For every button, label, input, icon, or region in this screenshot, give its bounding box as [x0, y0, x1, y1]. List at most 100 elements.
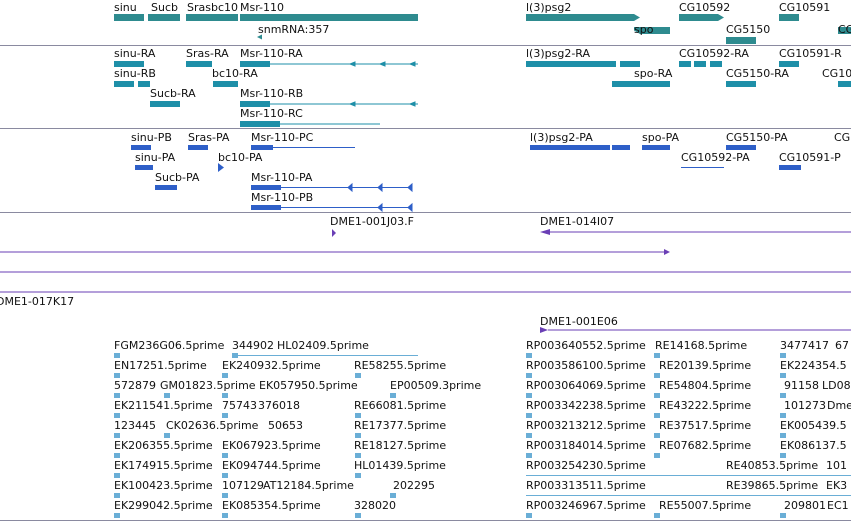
est-label[interactable]: 107129: [222, 479, 264, 492]
est-label[interactable]: HL01439.5prime: [354, 459, 446, 472]
est-label[interactable]: EN17251.5prime: [114, 359, 207, 372]
transcript-label[interactable]: Msr-110-RB: [240, 87, 304, 100]
est-label[interactable]: EK085354.5prime: [222, 499, 321, 512]
est-label[interactable]: RE14168.5prime: [655, 339, 748, 352]
est-label[interactable]: 3477417: [780, 339, 829, 352]
transcript-label[interactable]: spo-RA: [634, 67, 673, 80]
est-label[interactable]: RE17377.5prime: [354, 419, 447, 432]
est-label[interactable]: RP003313511.5prime: [526, 479, 646, 492]
est-label[interactable]: EK174915.5prime: [114, 459, 213, 472]
est-label[interactable]: EK094744.5prime: [222, 459, 321, 472]
est-label[interactable]: EK100423.5prime: [114, 479, 213, 492]
est-label[interactable]: EK057950.5prime: [259, 379, 358, 392]
transcript-label[interactable]: l(3)psg2-RA: [526, 47, 591, 60]
est-label[interactable]: EK240932.5prime: [222, 359, 321, 372]
protein-label[interactable]: CG5150-PA: [726, 131, 788, 144]
gene-label[interactable]: Sucb: [151, 1, 178, 14]
est-label[interactable]: EK3: [826, 479, 848, 492]
est-label[interactable]: LD08: [822, 379, 851, 392]
protein-label[interactable]: sinu-PA: [135, 151, 176, 164]
protein-label[interactable]: CG: [834, 131, 851, 144]
est-label[interactable]: 101273: [784, 399, 826, 412]
est-label[interactable]: RE40853.5prime: [726, 459, 819, 472]
protein-label[interactable]: sinu-PB: [131, 131, 172, 144]
protein-label[interactable]: CG10591-P: [779, 151, 841, 164]
est-label[interactable]: EK206355.5prime: [114, 439, 213, 452]
est-label[interactable]: RE54804.5prime: [659, 379, 752, 392]
transcript-label[interactable]: sinu-RA: [114, 47, 156, 60]
transcript-label[interactable]: Sucb-RA: [150, 87, 196, 100]
protein-label[interactable]: l(3)psg2-PA: [530, 131, 593, 144]
est-label[interactable]: RE39865.5prime: [726, 479, 819, 492]
protein-label[interactable]: CG10592-PA: [681, 151, 750, 164]
est-label[interactable]: EK005439.5: [780, 419, 847, 432]
transcript-label[interactable]: Sras-RA: [186, 47, 229, 60]
gene-label[interactable]: CG10: [838, 23, 851, 36]
est-label[interactable]: EK224354.5: [780, 359, 847, 372]
protein-label[interactable]: Msr-110-PA: [251, 171, 313, 184]
gene-label[interactable]: sinu: [114, 1, 137, 14]
est-label[interactable]: RE43222.5prime: [659, 399, 752, 412]
transcript-label[interactable]: bc10-RA: [212, 67, 258, 80]
est-label[interactable]: RP003213212.5prime: [526, 419, 646, 432]
est-label[interactable]: 328020: [354, 499, 396, 512]
est-label[interactable]: RP003246967.5prime: [526, 499, 646, 512]
protein-label[interactable]: Sras-PA: [188, 131, 230, 144]
est-label[interactable]: EK211541.5prime: [114, 399, 213, 412]
est-label[interactable]: 376018: [258, 399, 300, 412]
est-label[interactable]: CK02636.5prime: [166, 419, 259, 432]
est-label[interactable]: 344902: [232, 339, 274, 352]
est-label[interactable]: 209801: [784, 499, 826, 512]
est-label[interactable]: 67: [835, 339, 849, 352]
est-label[interactable]: 91158: [784, 379, 819, 392]
gene-label[interactable]: spo: [634, 23, 654, 36]
est-label[interactable]: EK086137.5: [780, 439, 847, 452]
est-label[interactable]: RE07682.5prime: [659, 439, 752, 452]
est-label[interactable]: RP003184014.5prime: [526, 439, 646, 452]
est-label[interactable]: RE37517.5prime: [659, 419, 752, 432]
est-label[interactable]: RP003640552.5prime: [526, 339, 646, 352]
est-label[interactable]: RP003342238.5prime: [526, 399, 646, 412]
clone-label[interactable]: DME1-014I07: [540, 215, 615, 228]
est-label[interactable]: RP003586100.5prime: [526, 359, 646, 372]
est-label[interactable]: EK299042.5prime: [114, 499, 213, 512]
est-label[interactable]: 75743: [222, 399, 257, 412]
gene-label[interactable]: CG5150: [726, 23, 771, 36]
est-label[interactable]: EC1: [827, 499, 849, 512]
est-label[interactable]: Dme: [827, 399, 851, 412]
gene-label[interactable]: CG10591: [779, 1, 831, 14]
est-label[interactable]: 50653: [268, 419, 303, 432]
transcript-label[interactable]: sinu-RB: [114, 67, 156, 80]
transcript-label[interactable]: CG10592-RA: [679, 47, 749, 60]
clone-label[interactable]: DME1-001J03.F: [330, 215, 414, 228]
gene-label[interactable]: Msr-110: [240, 1, 285, 14]
est-label[interactable]: 572879: [114, 379, 156, 392]
est-label[interactable]: GM01823.5prime: [160, 379, 256, 392]
est-label[interactable]: RP003064069.5prime: [526, 379, 646, 392]
transcript-label[interactable]: Msr-110-RC: [240, 107, 303, 120]
transcript-label[interactable]: CG10591-R: [779, 47, 842, 60]
protein-label[interactable]: spo-PA: [642, 131, 680, 144]
est-label[interactable]: HL02409.5prime: [277, 339, 369, 352]
est-label[interactable]: EP00509.3prime: [390, 379, 482, 392]
protein-label[interactable]: Msr-110-PC: [251, 131, 314, 144]
transcript-label[interactable]: CG5150-RA: [726, 67, 789, 80]
protein-label[interactable]: bc10-PA: [218, 151, 263, 164]
gene-label[interactable]: l(3)psg2: [526, 1, 572, 14]
clone-label[interactable]: DME1-001E06: [540, 315, 618, 328]
est-label[interactable]: RE55007.5prime: [659, 499, 752, 512]
gene-label[interactable]: snmRNA:357: [258, 23, 330, 36]
est-label[interactable]: RE20139.5prime: [659, 359, 752, 372]
est-label[interactable]: 202295: [393, 479, 435, 492]
est-label[interactable]: 101: [826, 459, 847, 472]
transcript-label[interactable]: Msr-110-RA: [240, 47, 303, 60]
gene-label[interactable]: Srasbc10: [187, 1, 239, 14]
est-label[interactable]: RE66081.5prime: [354, 399, 447, 412]
protein-label[interactable]: Sucb-PA: [155, 171, 200, 184]
est-label[interactable]: RE18127.5prime: [354, 439, 447, 452]
est-label[interactable]: EK067923.5prime: [222, 439, 321, 452]
est-label[interactable]: 123445: [114, 419, 156, 432]
est-label[interactable]: RE58255.5prime: [354, 359, 447, 372]
est-label[interactable]: RP003254230.5prime: [526, 459, 646, 472]
est-label[interactable]: AT12184.5prime: [263, 479, 354, 492]
